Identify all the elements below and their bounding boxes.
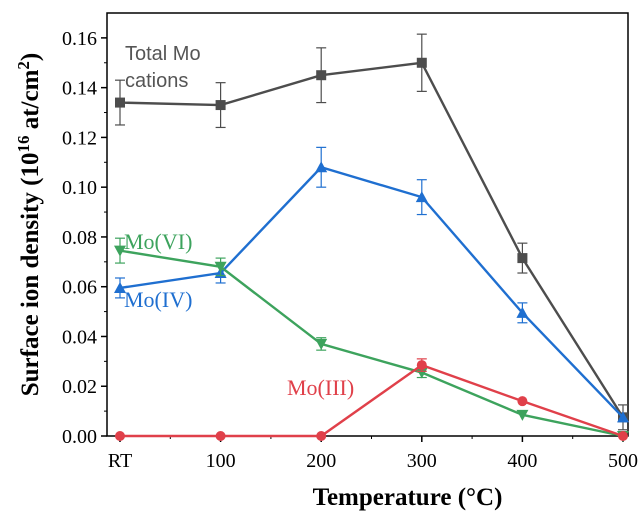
series-line-total bbox=[119, 61, 625, 418]
y-axis-title-main: Surface ion density (10 bbox=[17, 153, 44, 397]
y-tick-label: 0.14 bbox=[62, 78, 97, 100]
data-point-total bbox=[115, 97, 125, 108]
y-tick-label: 0.16 bbox=[62, 28, 97, 50]
data-point-total bbox=[316, 70, 327, 81]
y-axis-title-exponent: 16 bbox=[14, 136, 33, 153]
series-line-mo4 bbox=[119, 165, 624, 419]
y-tick-label: 0.12 bbox=[62, 127, 97, 149]
data-point-total bbox=[416, 57, 427, 68]
y-tick-label: 0.06 bbox=[62, 277, 97, 299]
y-tick-label: 0.02 bbox=[62, 376, 97, 398]
plot-frame bbox=[106, 12, 629, 437]
data-point-mo4 bbox=[114, 281, 126, 293]
data-point-mo4 bbox=[617, 411, 629, 423]
data-point-mo3 bbox=[416, 360, 427, 371]
x-tick-label: 400 bbox=[507, 450, 537, 472]
data-point-mo4 bbox=[315, 161, 328, 173]
data-point-mo6 bbox=[315, 338, 328, 350]
y-tick-label: 0.10 bbox=[62, 177, 97, 199]
data-point-mo6 bbox=[214, 261, 227, 273]
data-point-total bbox=[215, 100, 226, 111]
annotation-line: Total Mo bbox=[125, 43, 201, 65]
annotation-line: cations bbox=[125, 70, 188, 92]
data-point-mo6 bbox=[516, 409, 529, 421]
data-point-mo3 bbox=[517, 396, 528, 407]
y-tick-label: 0.04 bbox=[62, 326, 97, 348]
y-tick-label: 0.08 bbox=[62, 227, 97, 249]
y-axis-title-unit: at/cm bbox=[17, 69, 44, 135]
y-axis-title-unit-exponent: 2 bbox=[14, 61, 33, 70]
series-mo4 bbox=[114, 146, 629, 423]
data-point-mo4 bbox=[516, 306, 529, 318]
data-point-mo6 bbox=[415, 367, 428, 379]
series-line-mo6 bbox=[119, 249, 624, 438]
series-line-mo3 bbox=[120, 363, 624, 438]
annotation-mo3: Mo(III) bbox=[287, 375, 354, 400]
data-point-mo3 bbox=[618, 431, 628, 441]
data-point-total bbox=[517, 253, 528, 264]
series-mo3 bbox=[115, 358, 628, 441]
data-point-mo4 bbox=[415, 191, 428, 203]
annotation-mo6: Mo(VI) bbox=[124, 229, 192, 254]
x-tick-label: RT bbox=[108, 450, 132, 472]
annotation-total: Total Mo cations bbox=[125, 43, 201, 92]
data-point-mo6 bbox=[114, 245, 126, 257]
x-tick-label: 500 bbox=[608, 450, 638, 472]
x-tick-label: 200 bbox=[306, 450, 336, 472]
annotation-mo4: Mo(IV) bbox=[124, 287, 192, 312]
x-tick-label: 300 bbox=[407, 450, 437, 472]
axes: 0.00 0.02 0.04 0.06 0.08 0.10 0.12 0.14 0.16 RT 10… bbox=[62, 12, 638, 472]
data-point-mo3 bbox=[316, 431, 327, 441]
annotations: Total Mo cations Mo(VI) Mo(IV) Mo(III) bbox=[124, 43, 354, 400]
x-axis-title: Temperature (°C) bbox=[313, 484, 503, 511]
y-axis-title-close: ) bbox=[17, 53, 44, 61]
data-point-mo3 bbox=[215, 431, 226, 441]
y-tick-label: 0.00 bbox=[62, 426, 97, 448]
annotation-line: Mo(III) bbox=[287, 375, 354, 400]
data-point-mo3 bbox=[115, 431, 125, 441]
x-tick-label: 100 bbox=[206, 450, 236, 472]
y-axis-title: Surface ion density (1016 at/cm2) bbox=[14, 53, 44, 397]
annotation-line: Mo(VI) bbox=[124, 229, 192, 254]
annotation-line: Mo(IV) bbox=[124, 287, 192, 312]
plot-area bbox=[114, 33, 629, 442]
series-total bbox=[115, 33, 628, 431]
